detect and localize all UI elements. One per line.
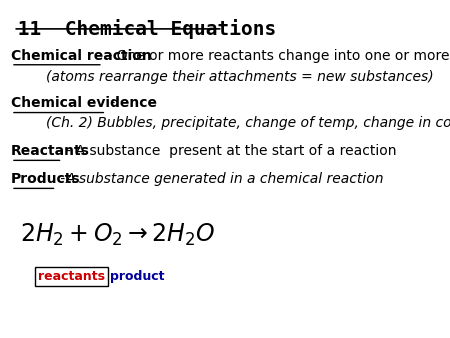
Text: reactants: reactants: [38, 270, 105, 283]
Text: A substance generated in a chemical reaction: A substance generated in a chemical reac…: [65, 172, 384, 186]
Text: Chemical reaction: Chemical reaction: [11, 49, 152, 63]
Text: Reactants: Reactants: [11, 144, 90, 158]
Text: Products: Products: [11, 172, 81, 186]
Text: Ch.  11  Chemical Equations: Ch. 11 Chemical Equations: [0, 19, 277, 39]
Text: (atoms rearrange their attachments = new substances): (atoms rearrange their attachments = new…: [11, 70, 434, 84]
Text: (Ch. 2) Bubbles, precipitate, change of temp, change in color: (Ch. 2) Bubbles, precipitate, change of …: [11, 116, 450, 130]
Text: Chemical evidence: Chemical evidence: [11, 96, 157, 111]
Text: - One or more reactants change into one or more products: - One or more reactants change into one …: [103, 49, 450, 63]
Text: product: product: [110, 270, 165, 283]
Text: - A substance  present at the start of a reaction: - A substance present at the start of a …: [63, 144, 397, 158]
Text: -: -: [56, 172, 70, 186]
Text: $2H_2 + O_2 \rightarrow 2H_2O$: $2H_2 + O_2 \rightarrow 2H_2O$: [20, 222, 216, 248]
Text: -: -: [106, 96, 116, 111]
